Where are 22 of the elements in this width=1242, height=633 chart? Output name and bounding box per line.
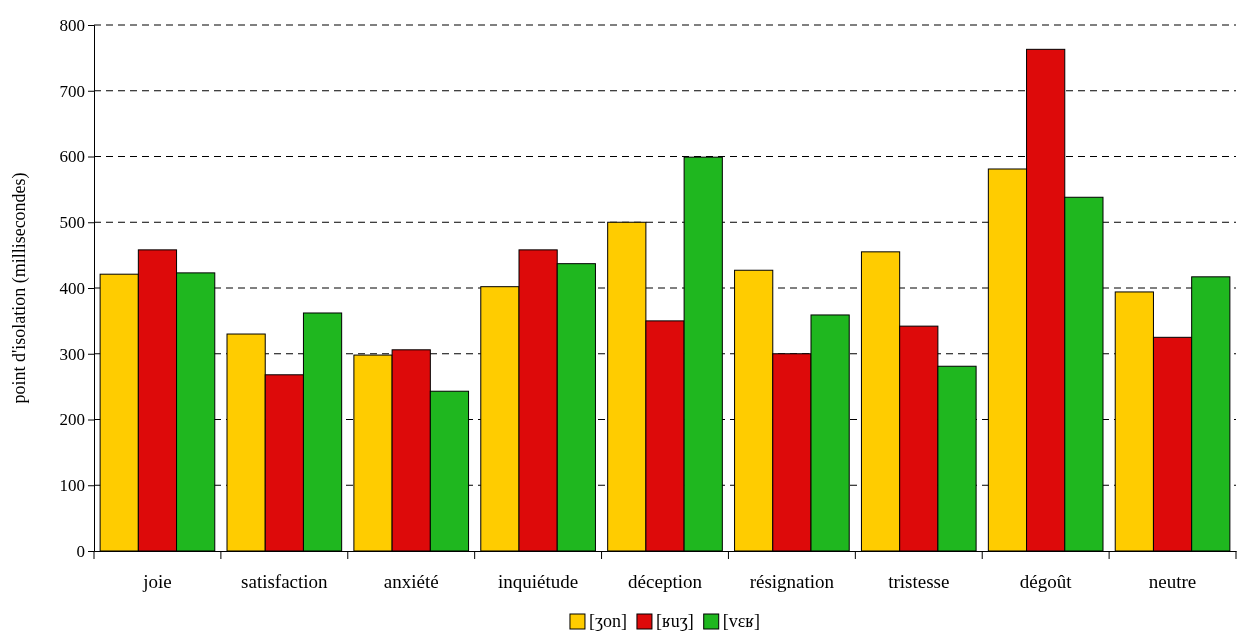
y-axis-title: point d'isolation (millisecondes)	[9, 172, 30, 404]
y-tick-label: 300	[59, 344, 85, 364]
x-tick-label: neutre	[1148, 571, 1197, 593]
x-tick-label: dégoût	[1019, 571, 1073, 593]
legend-label: [ʒon]	[588, 611, 627, 631]
y-tick-label: 100	[59, 476, 85, 496]
y-tick-label: 600	[59, 147, 85, 167]
x-tick-label: satisfaction	[241, 571, 329, 593]
legend-label: [ʁuʒ]	[655, 611, 694, 631]
x-tick-label: anxiété	[383, 571, 439, 593]
y-tick-label: 400	[59, 278, 85, 298]
x-tick-label: joie	[142, 571, 172, 593]
y-tick-label: 700	[59, 81, 85, 101]
x-tick-label: déception	[628, 571, 703, 593]
x-tick-label: inquiétude	[498, 571, 579, 593]
legend-label: [vɛʁ]	[722, 611, 761, 631]
x-tick-label: tristesse	[888, 571, 950, 593]
x-tick-label: résignation	[749, 571, 835, 593]
y-tick-label: 0	[76, 541, 85, 561]
y-tick-label: 800	[59, 15, 85, 35]
y-tick-label: 200	[59, 410, 85, 430]
y-tick-label: 500	[59, 213, 85, 233]
